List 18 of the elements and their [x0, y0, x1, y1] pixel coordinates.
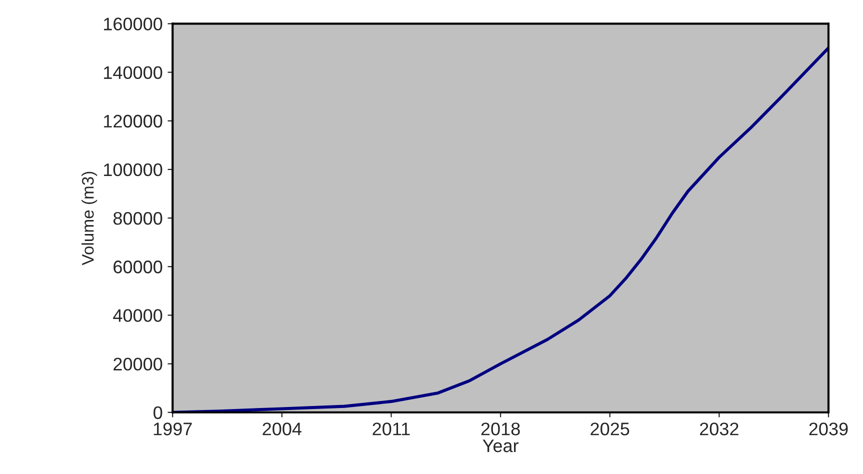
y-tick-label: 160000 — [104, 18, 162, 30]
x-tick-label: 2004 — [262, 422, 302, 436]
x-tick-label: 1997 — [154, 422, 192, 436]
y-tick-label: 100000 — [104, 163, 162, 176]
x-tick-label: 2032 — [700, 422, 738, 436]
y-tick-label: 140000 — [104, 66, 162, 80]
x-tick-label: 2018 — [481, 422, 520, 436]
x-tick-label: 2039 — [809, 422, 848, 436]
x-tick-label: 2025 — [590, 422, 630, 436]
y-tick-label: 60000 — [114, 260, 162, 274]
y-tick-label: 0 — [154, 406, 162, 420]
y-tick-label: 80000 — [113, 212, 162, 225]
y-tick-label: 20000 — [114, 358, 162, 371]
y-tick-label: 40000 — [113, 309, 162, 322]
y-tick-label: 120000 — [104, 114, 162, 128]
x-axis-title: Year — [482, 440, 518, 452]
x-tick-label: 2011 — [372, 422, 410, 436]
y-axis-title: Volume (m3) — [82, 172, 98, 266]
